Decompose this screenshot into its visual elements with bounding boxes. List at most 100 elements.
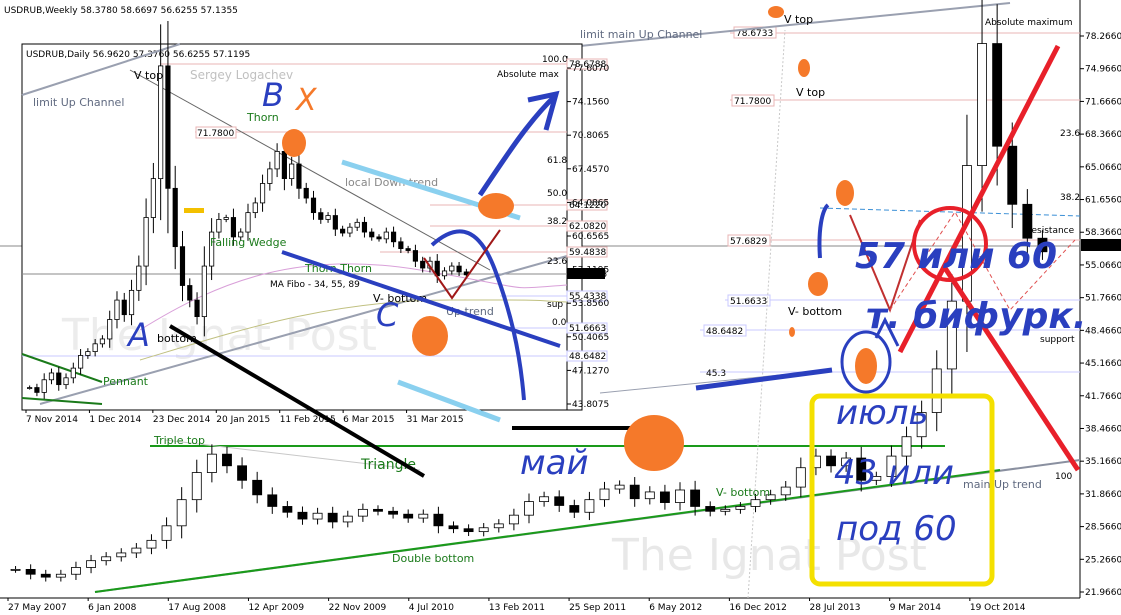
weekly-main-up-trend-label: main Up trend [963,478,1042,491]
daily-candle-body [48,372,55,381]
weekly-x-tick-label: 16 Dec 2012 [729,603,787,613]
weekly-candle-body [508,514,519,525]
weekly-candle-body [418,513,429,519]
daily-candle-body [99,338,106,345]
daily-candle-body [114,299,120,320]
daily-tag-641 [566,199,608,211]
weekly-x-tick-label: 4 Jul 2010 [409,603,454,613]
weekly-candle-body [373,508,383,512]
daily-candle-body [267,168,273,184]
daily-tag-486-text: 48.6482 [569,352,606,362]
daily-tag-786 [566,58,608,70]
weekly-y-tick-label: 35.1660 [1085,457,1121,467]
daily-tag-598-text: 59.4838 [569,248,606,258]
weekly-x-axis: 27 May 2007 6 Jan 2008 17 Aug 2008 12 Apr 2… [7,598,1026,613]
weekly-x-tick-label: 6 Jan 2008 [88,603,136,613]
weekly-tag-786 [733,26,777,39]
weekly-v-bottom-label: V- bottom [788,305,842,318]
hand-drawn-overlay: A B X C май 57 или 60 т. бифурк. июль 43… [126,6,1087,587]
daily-y-tick-label: 60.6565 [572,232,609,242]
weekly-y-tick-label: 31.8660 [1085,490,1121,500]
daily-candle-body [310,197,317,214]
weekly-candle-body [826,455,836,467]
daily-tag-516 [566,322,608,334]
weekly-triple-top-label: Triple top [153,434,205,447]
daily-pennant-upper [21,353,103,383]
weekly-y-tick-label: 45.1660 [1085,359,1121,369]
daily-local-down-trend-line [129,69,491,271]
daily-fib-00: 0.0 [552,318,567,328]
daily-header: USDRUB,Daily 56.9620 57.3760 56.6255 57.… [26,50,250,60]
weekly-candle-body [116,552,127,558]
daily-candle-body [354,221,360,228]
weekly-support-label: support [1040,335,1075,345]
daily-candle-body [405,248,411,251]
daily-fib-100: 100.0 [542,55,568,65]
daily-candle-body [361,221,368,233]
weekly-y-tick-label: 58.3660 [1085,228,1121,238]
weekly-tag-486-text: 48.6482 [706,327,743,337]
weekly-x-tick-label: 28 Jul 2013 [810,603,861,613]
weekly-candle-body [25,568,36,575]
daily-candle-body [412,250,418,262]
weekly-candle-body [886,455,897,477]
daily-candle-body [296,163,302,189]
overlay-orange-dot-9 [855,348,877,384]
weekly-candle-body [916,412,927,438]
weekly-x-tick-label: 27 May 2007 [8,603,67,613]
weekly-tag-717-text: 71.7800 [734,97,771,107]
daily-candle-body [252,202,258,214]
overlay-orange-dot-5 [768,6,784,18]
overlay-orange-dot-8 [808,272,828,296]
weekly-candle-body [176,499,187,527]
daily-candle-body [325,215,331,220]
overlay-orange-dot-7 [836,180,854,206]
daily-x-tick-label: 1 Dec 2014 [89,415,141,425]
daily-ma-fibo-label: MA Fibo - 34, 55, 89 [270,280,360,290]
daily-fib-236: 23.6 [547,257,567,267]
weekly-price-tag [1081,239,1121,251]
weekly-candle-body [342,515,353,523]
daily-candle-body [274,151,280,170]
weekly-y-tick-label: 48.4660 [1085,326,1121,336]
weekly-limit-channel-line [579,2,1011,47]
daily-x-tick-label: 7 Nov 2014 [26,415,78,425]
weekly-candle-body [1037,237,1048,253]
weekly-candle-body [931,368,942,413]
weekly-double-bottom-label: Double bottom [392,552,474,565]
weekly-tag-576-text: 57.6829 [730,237,767,247]
weekly-y-tick-label: 25.2660 [1085,555,1121,565]
weekly-y-tick-label: 78.2660 [1085,32,1121,42]
weekly-y-tick-label: 68.3660 [1085,130,1121,140]
daily-up-trend-label: Up trend [446,305,494,318]
weekly-candle-body [478,527,489,533]
weekly-candle-body [690,489,701,507]
daily-y-tick-label: 77.6070 [572,64,609,74]
daily-candle-body [347,226,353,234]
overlay-black-line-1 [168,324,426,478]
weekly-watermark: The Ignat Post [611,530,927,581]
daily-candle-body [172,187,178,248]
daily-candle-body [420,260,426,269]
weekly-candle-body [101,556,112,562]
daily-tag-486 [566,350,608,362]
overlay-blue-circle [840,330,892,394]
daily-candle-body [216,219,222,233]
weekly-candle-body [237,465,248,481]
weekly-candle-body [946,300,957,370]
weekly-y-tick-label: 21.9660 [1085,588,1121,598]
daily-candle-body [318,212,324,220]
weekly-resistance-label: resistance [1028,226,1075,236]
daily-chart-inset: USDRUB,Daily 56.9620 57.3760 56.6255 57.… [21,20,609,425]
weekly-candle-body [357,508,368,517]
weekly-candle-body [735,506,746,510]
daily-tag-554 [566,290,608,302]
weekly-tag-486 [703,324,747,337]
weekly-x-tick-label: 22 Nov 2009 [329,603,387,613]
weekly-candle-body [614,484,625,490]
daily-candle-body [369,231,375,238]
overlay-letter-B: B [262,76,284,114]
overlay-blue-arrow-head [527,90,560,131]
daily-y-tick-label: 67.4570 [572,165,609,175]
